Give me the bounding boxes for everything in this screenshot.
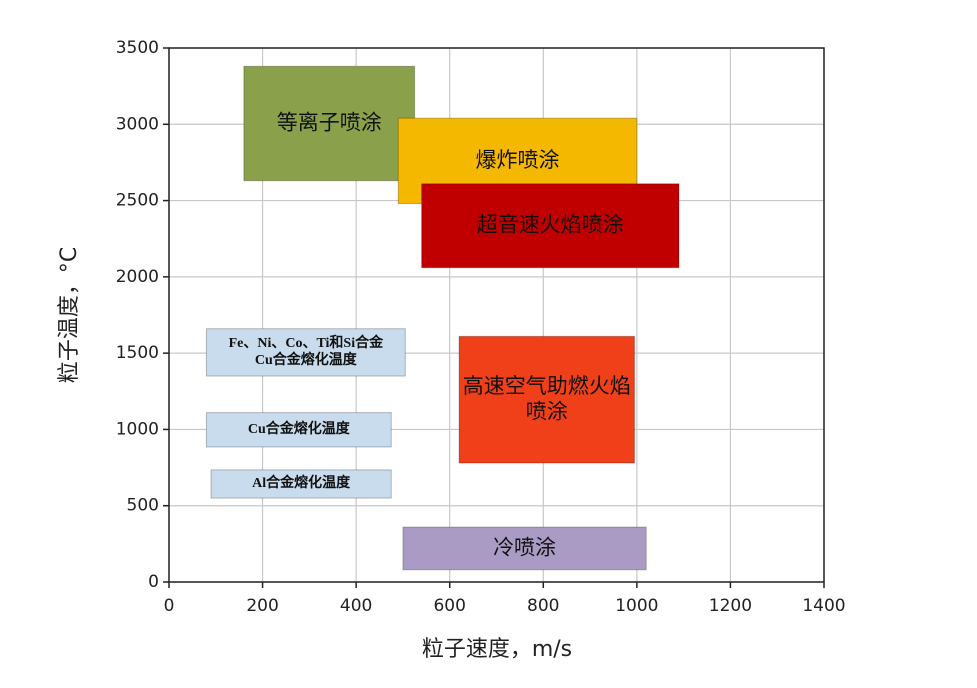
x-tick-label: 0 <box>164 596 175 616</box>
range-box <box>210 469 392 499</box>
box-label: 超音速火焰喷涂 <box>477 213 624 237</box>
box-label: 高速空气助燃火焰 <box>463 374 631 398</box>
x-tick-label: 1200 <box>709 596 752 616</box>
y-tick-label: 1000 <box>116 419 159 439</box>
x-tick-label: 200 <box>246 596 278 616</box>
y-tick-label: 2000 <box>116 267 159 287</box>
y-tick-label: 2500 <box>116 191 159 211</box>
x-tick-label: 1400 <box>802 596 845 616</box>
x-tick-label: 600 <box>433 596 465 616</box>
range-box <box>421 183 680 269</box>
plot-frame <box>168 47 825 583</box>
x-tick-label: 400 <box>340 596 372 616</box>
range-box <box>458 335 636 464</box>
box-label: Al合金熔化温度 <box>252 474 351 491</box>
range-box <box>402 526 647 571</box>
box-label: 等离子喷涂 <box>277 111 382 135</box>
y-tick-label: 0 <box>148 572 159 592</box>
box-label: 喷涂 <box>526 399 568 423</box>
range-box <box>205 328 406 377</box>
range-box <box>243 65 416 182</box>
y-tick-label: 3500 <box>116 38 159 58</box>
y-tick-label: 1500 <box>116 343 159 363</box>
box-label: Cu合金熔化温度 <box>255 351 358 368</box>
box-label: 爆炸喷涂 <box>476 148 560 172</box>
x-tick-label: 1000 <box>615 596 658 616</box>
x-axis-title: 粒子速度，m/s <box>422 637 572 662</box>
x-tick-label: 800 <box>527 596 559 616</box>
box-label: Cu合金熔化温度 <box>248 420 351 437</box>
box-label: 冷喷涂 <box>493 535 556 559</box>
range-box <box>205 412 392 448</box>
y-axis-title: 粒子温度，°C <box>57 247 82 383</box>
box-label: Fe、Ni、Co、Ti和Si合金 <box>229 334 385 351</box>
y-tick-label: 500 <box>127 496 159 516</box>
y-tick-label: 3000 <box>116 114 159 134</box>
